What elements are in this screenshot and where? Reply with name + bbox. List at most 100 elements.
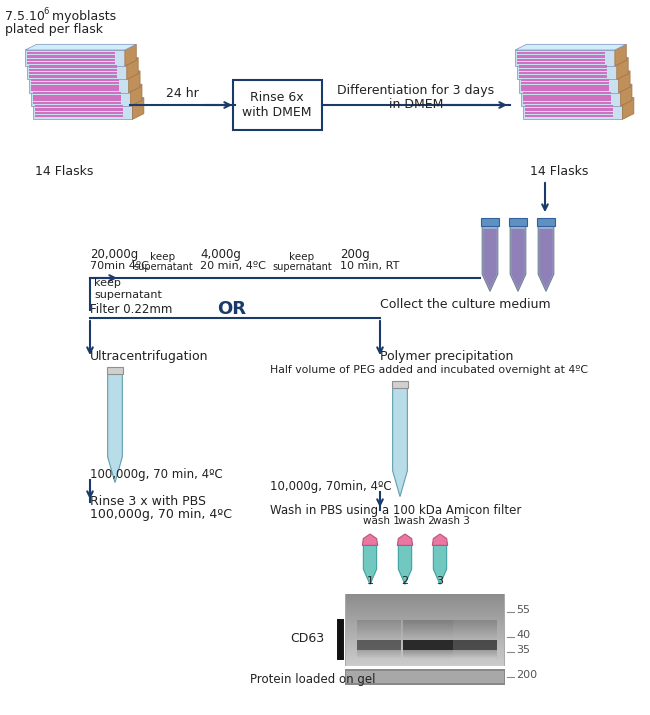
FancyBboxPatch shape: [357, 626, 401, 627]
FancyBboxPatch shape: [346, 638, 504, 639]
FancyBboxPatch shape: [346, 598, 504, 599]
FancyBboxPatch shape: [346, 657, 504, 658]
FancyBboxPatch shape: [357, 620, 401, 621]
FancyBboxPatch shape: [453, 640, 497, 650]
FancyBboxPatch shape: [346, 626, 504, 627]
Text: 24 hr: 24 hr: [166, 87, 198, 100]
Polygon shape: [519, 77, 619, 93]
FancyBboxPatch shape: [403, 654, 453, 655]
Polygon shape: [521, 90, 621, 106]
Polygon shape: [31, 90, 131, 106]
FancyBboxPatch shape: [346, 645, 504, 646]
FancyBboxPatch shape: [346, 639, 504, 640]
Polygon shape: [131, 84, 142, 106]
FancyBboxPatch shape: [357, 654, 401, 655]
FancyBboxPatch shape: [453, 628, 497, 629]
Text: wash 1: wash 1: [363, 516, 400, 526]
FancyBboxPatch shape: [453, 625, 497, 626]
Polygon shape: [392, 380, 408, 388]
FancyBboxPatch shape: [346, 614, 504, 615]
FancyBboxPatch shape: [403, 653, 453, 654]
FancyBboxPatch shape: [346, 653, 504, 654]
FancyBboxPatch shape: [453, 622, 497, 623]
Text: 55: 55: [516, 605, 530, 615]
FancyBboxPatch shape: [453, 620, 497, 621]
FancyBboxPatch shape: [346, 618, 504, 619]
FancyBboxPatch shape: [357, 640, 401, 650]
FancyBboxPatch shape: [403, 627, 453, 628]
FancyBboxPatch shape: [346, 623, 504, 624]
Text: 14 Flasks: 14 Flasks: [530, 165, 588, 178]
FancyBboxPatch shape: [453, 632, 497, 633]
Polygon shape: [29, 71, 140, 77]
Polygon shape: [133, 97, 144, 119]
FancyBboxPatch shape: [346, 641, 504, 642]
FancyBboxPatch shape: [346, 640, 504, 641]
FancyBboxPatch shape: [357, 624, 401, 625]
Polygon shape: [32, 103, 133, 119]
Polygon shape: [363, 546, 376, 584]
Polygon shape: [521, 84, 632, 90]
Polygon shape: [32, 99, 121, 101]
FancyBboxPatch shape: [357, 650, 401, 651]
FancyBboxPatch shape: [346, 644, 504, 645]
Polygon shape: [519, 69, 607, 71]
FancyBboxPatch shape: [453, 633, 497, 634]
Polygon shape: [483, 229, 497, 290]
FancyBboxPatch shape: [346, 594, 504, 595]
FancyBboxPatch shape: [346, 631, 504, 632]
FancyBboxPatch shape: [346, 621, 504, 622]
FancyBboxPatch shape: [453, 650, 497, 651]
FancyBboxPatch shape: [357, 652, 401, 653]
Text: plated per flask: plated per flask: [5, 23, 103, 36]
FancyBboxPatch shape: [346, 648, 504, 649]
Polygon shape: [125, 44, 136, 66]
FancyBboxPatch shape: [403, 621, 453, 622]
Polygon shape: [27, 62, 116, 64]
Polygon shape: [523, 95, 611, 97]
Text: Rinse 6x: Rinse 6x: [250, 91, 304, 104]
Text: supernatant: supernatant: [133, 262, 193, 272]
FancyBboxPatch shape: [346, 599, 504, 600]
Polygon shape: [515, 50, 615, 66]
FancyBboxPatch shape: [403, 629, 453, 630]
Polygon shape: [129, 71, 140, 93]
Text: wash 2: wash 2: [398, 516, 435, 526]
Polygon shape: [521, 82, 609, 84]
Polygon shape: [481, 218, 499, 226]
FancyBboxPatch shape: [403, 632, 453, 633]
Polygon shape: [537, 218, 555, 226]
Polygon shape: [432, 534, 448, 546]
FancyBboxPatch shape: [403, 622, 453, 623]
Polygon shape: [32, 97, 144, 103]
Text: 100,000g, 70 min, 4ºC: 100,000g, 70 min, 4ºC: [90, 468, 223, 481]
Text: 2: 2: [402, 576, 409, 586]
Polygon shape: [517, 59, 605, 61]
Polygon shape: [623, 97, 634, 119]
FancyBboxPatch shape: [453, 623, 497, 624]
FancyBboxPatch shape: [346, 643, 504, 644]
Polygon shape: [521, 89, 609, 91]
Text: Filter 0.22mm: Filter 0.22mm: [90, 303, 172, 316]
FancyBboxPatch shape: [346, 660, 504, 661]
FancyBboxPatch shape: [453, 630, 497, 631]
Text: 200g: 200g: [340, 248, 370, 261]
FancyBboxPatch shape: [357, 629, 401, 630]
Text: supernatant: supernatant: [94, 290, 162, 300]
Text: keep: keep: [94, 278, 121, 288]
Polygon shape: [31, 85, 119, 87]
FancyBboxPatch shape: [346, 604, 504, 605]
FancyBboxPatch shape: [346, 664, 504, 665]
Polygon shape: [29, 65, 117, 68]
FancyBboxPatch shape: [233, 80, 322, 130]
FancyBboxPatch shape: [357, 623, 401, 624]
Text: 7.5.10: 7.5.10: [5, 10, 45, 23]
Polygon shape: [517, 62, 605, 64]
Polygon shape: [107, 367, 124, 374]
FancyBboxPatch shape: [403, 626, 453, 627]
Polygon shape: [523, 102, 611, 104]
FancyBboxPatch shape: [346, 647, 504, 648]
Text: Half volume of PEG added and incubated overnight at 4ºC: Half volume of PEG added and incubated o…: [270, 365, 588, 375]
Text: keep: keep: [289, 252, 315, 262]
FancyBboxPatch shape: [346, 646, 504, 647]
